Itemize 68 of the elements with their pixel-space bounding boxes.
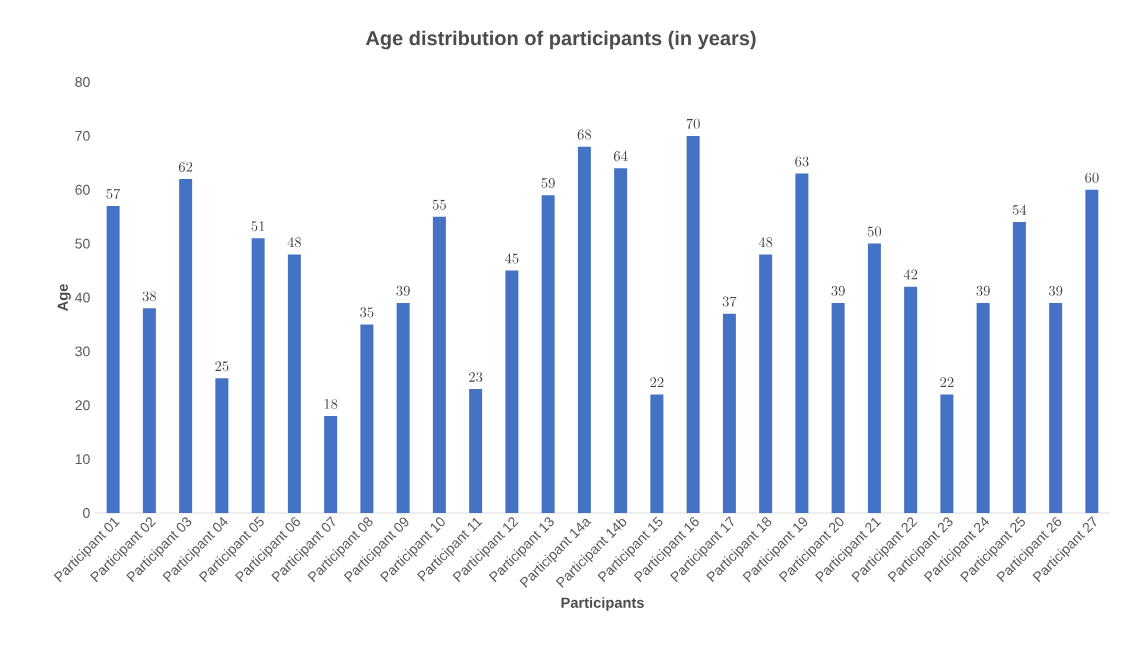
data-label: 59 bbox=[541, 178, 555, 189]
data-label: 54 bbox=[1012, 204, 1027, 216]
bar bbox=[324, 416, 338, 513]
y-tick-label: 10 bbox=[75, 454, 90, 465]
data-label: 63 bbox=[795, 156, 809, 167]
data-label: 42 bbox=[903, 269, 918, 280]
data-label: 64 bbox=[613, 150, 628, 162]
data-label: 22 bbox=[940, 377, 954, 388]
bar bbox=[179, 178, 193, 513]
y-tick-label: 20 bbox=[75, 400, 90, 411]
x-axis-title: Participants bbox=[561, 597, 644, 611]
data-label: 25 bbox=[215, 361, 229, 372]
bar bbox=[142, 308, 156, 513]
bar bbox=[432, 216, 446, 513]
chart-title: Age distribution of participants (in years) bbox=[365, 30, 756, 50]
data-label: 55 bbox=[432, 199, 446, 210]
bar bbox=[577, 146, 591, 513]
bar bbox=[831, 302, 845, 513]
data-label: 39 bbox=[396, 285, 410, 296]
bar bbox=[650, 394, 664, 513]
data-label: 50 bbox=[867, 226, 882, 237]
bar bbox=[106, 205, 120, 513]
data-label: 23 bbox=[469, 371, 483, 383]
bar bbox=[614, 168, 628, 513]
data-label: 48 bbox=[287, 237, 302, 248]
data-label: 39 bbox=[976, 285, 990, 296]
bar bbox=[469, 389, 483, 513]
y-tick-label: 50 bbox=[75, 238, 90, 249]
y-tick-label: 70 bbox=[75, 130, 90, 141]
bar bbox=[722, 313, 736, 513]
data-label: 39 bbox=[831, 285, 845, 296]
y-tick-label: 60 bbox=[75, 184, 90, 195]
bar bbox=[904, 286, 918, 513]
data-label: 48 bbox=[758, 237, 773, 248]
bar bbox=[976, 302, 990, 513]
data-label: 57 bbox=[106, 188, 121, 199]
data-label: 70 bbox=[686, 118, 700, 129]
bar bbox=[795, 173, 809, 513]
bar bbox=[215, 378, 229, 513]
bar bbox=[940, 394, 954, 513]
bar bbox=[360, 324, 374, 513]
data-label: 22 bbox=[650, 377, 664, 388]
y-tick-label: 30 bbox=[75, 346, 90, 357]
data-label: 51 bbox=[251, 221, 265, 232]
data-label: 38 bbox=[142, 291, 157, 302]
data-label: 37 bbox=[722, 296, 737, 307]
data-label: 18 bbox=[324, 398, 338, 409]
bar bbox=[541, 195, 555, 513]
y-tick-label: 0 bbox=[83, 508, 90, 518]
data-label: 62 bbox=[178, 161, 193, 172]
bar bbox=[1049, 302, 1063, 513]
bar bbox=[505, 270, 519, 513]
data-label: 45 bbox=[505, 253, 519, 264]
data-label: 35 bbox=[360, 307, 374, 318]
data-label: 68 bbox=[577, 129, 592, 140]
bar bbox=[686, 135, 700, 513]
bar bbox=[867, 243, 881, 513]
y-tick-label: 80 bbox=[75, 77, 90, 87]
bar bbox=[251, 238, 265, 513]
data-label: 60 bbox=[1085, 172, 1099, 183]
y-tick-label: 40 bbox=[75, 292, 90, 303]
bar bbox=[759, 254, 773, 513]
bar bbox=[287, 254, 301, 513]
bar bbox=[1012, 222, 1026, 513]
bar bbox=[396, 302, 410, 513]
y-axis-title: Age bbox=[57, 284, 71, 311]
bar bbox=[1085, 189, 1099, 513]
data-label: 39 bbox=[1048, 285, 1063, 296]
